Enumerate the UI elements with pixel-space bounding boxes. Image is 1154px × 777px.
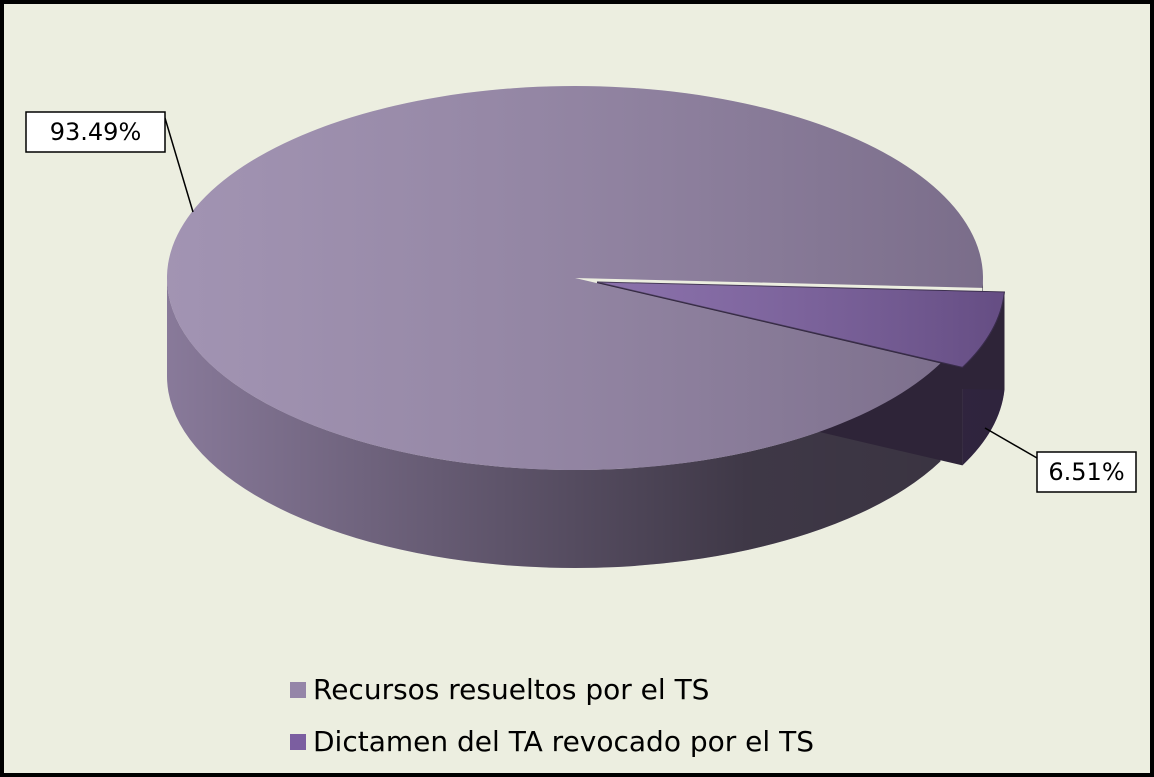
data-label-box: [1036, 451, 1137, 493]
legend-swatch: [290, 682, 306, 698]
data-label: 6.51%: [1048, 458, 1124, 486]
slice-shade: [166, 86, 983, 471]
leader-line: [984, 427, 1038, 459]
legend-swatch: [290, 734, 306, 750]
slice-shade: [597, 282, 1005, 368]
legend-label: Recursos resueltos por el TS: [313, 673, 709, 706]
leader-line: [164, 117, 194, 213]
data-label: 93.49%: [50, 118, 142, 146]
data-label-box: [25, 111, 166, 153]
slice-side-shade: [167, 278, 941, 568]
legend-label: Dictamen del TA revocado por el TS: [313, 725, 814, 758]
